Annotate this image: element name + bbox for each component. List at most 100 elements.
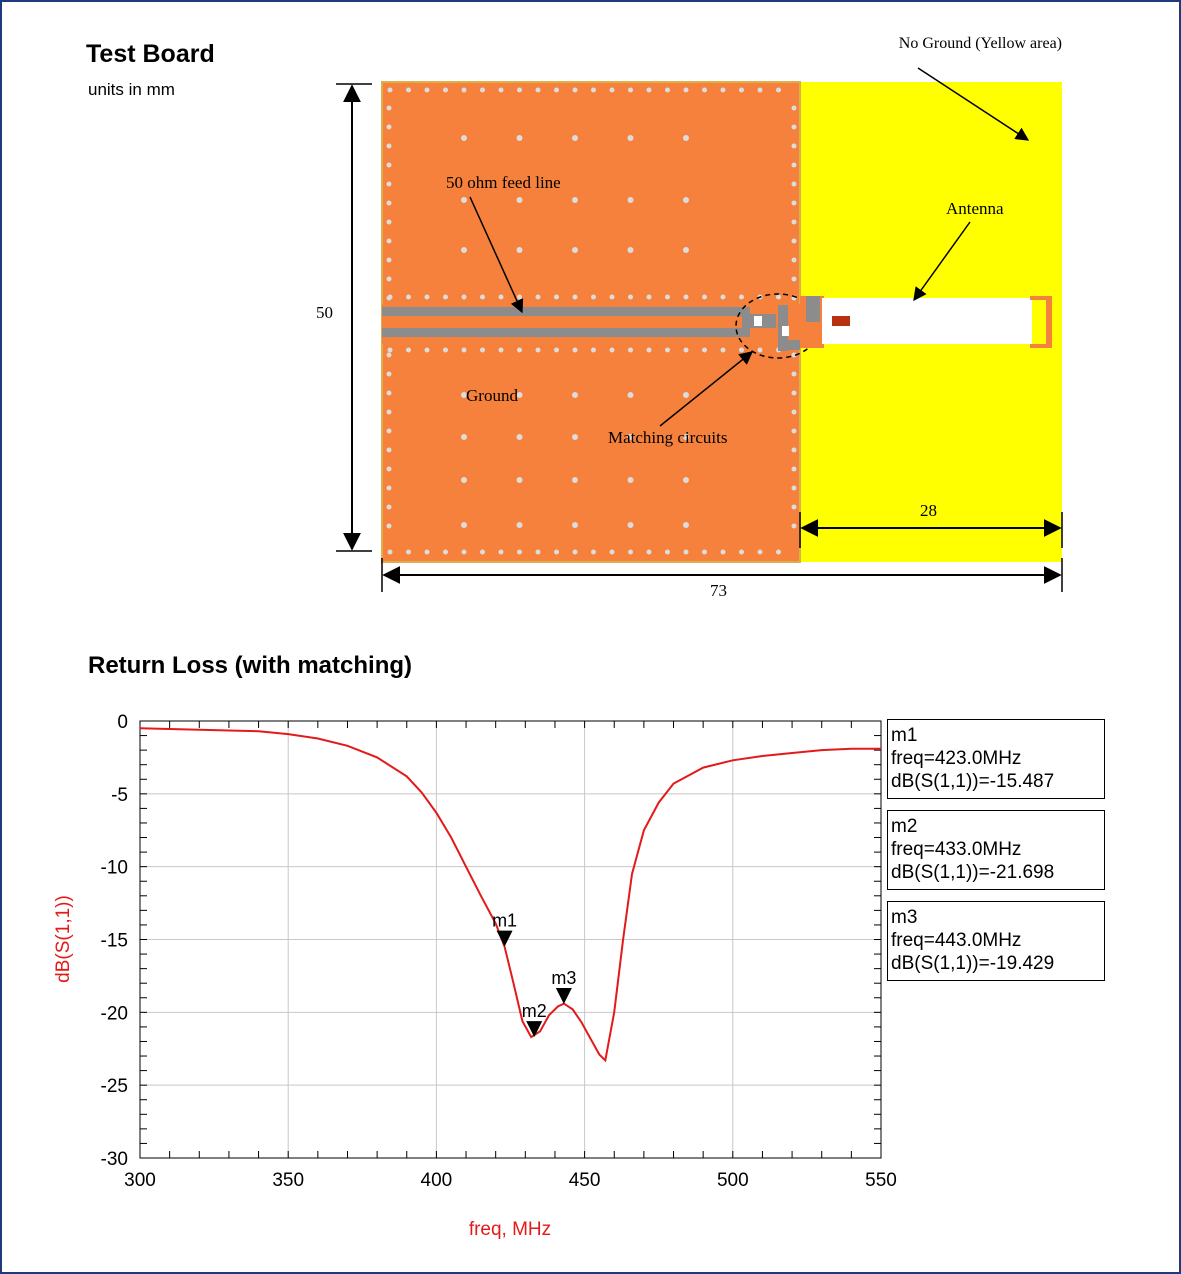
via-dot	[443, 87, 448, 93]
via-dot	[516, 135, 523, 141]
feed-line-arrow	[469, 196, 524, 314]
via-dot	[386, 257, 392, 263]
via-dot	[461, 197, 467, 203]
units-note: units in mm	[88, 80, 175, 99]
antenna-arrow	[913, 221, 971, 302]
via-dot	[386, 143, 392, 149]
via-dot	[791, 504, 797, 510]
via-dot	[646, 87, 652, 93]
via-dot	[386, 200, 392, 206]
via-dot	[665, 87, 670, 93]
via-dot	[591, 87, 596, 93]
via-dot	[386, 276, 392, 282]
via-dot	[791, 428, 797, 434]
via-dot	[702, 294, 707, 300]
matching-component-1	[754, 316, 762, 326]
marker-m2-freq: freq=433.0MHz	[891, 839, 1022, 860]
feed-line-label: 50 ohm feed line	[446, 173, 561, 192]
via-dot	[791, 200, 797, 206]
via-dot	[386, 371, 392, 377]
via-dot	[791, 143, 797, 149]
via-dot	[627, 434, 634, 440]
matching-component-2	[782, 326, 789, 336]
via-dot	[572, 549, 578, 555]
via-dot	[386, 352, 392, 358]
via-dot	[776, 549, 781, 555]
via-dot	[609, 87, 615, 93]
antenna-label: Antenna	[946, 199, 1004, 218]
via-dot	[609, 294, 615, 300]
matching-circuits-arrow	[659, 351, 754, 427]
via-dot	[461, 135, 467, 141]
via-dot	[386, 485, 392, 491]
via-dot	[646, 294, 652, 300]
via-dot	[461, 392, 467, 398]
marker-m2-value: dB(S(1,1))=-21.698	[891, 862, 1055, 883]
via-dot	[386, 390, 392, 396]
via-dot	[791, 162, 797, 168]
via-dot	[443, 549, 448, 555]
via-dot	[702, 87, 707, 93]
marker-m1-value: dB(S(1,1))=-15.487	[891, 771, 1055, 792]
antenna	[822, 298, 1032, 344]
antenna-feed-trace	[806, 296, 820, 322]
via-dot	[627, 247, 634, 253]
via-dot	[572, 522, 578, 528]
via-dot	[386, 124, 392, 130]
via-dot	[572, 135, 578, 141]
via-dot	[461, 247, 467, 253]
via-dot	[554, 87, 559, 93]
dim-73-label: 73	[710, 581, 727, 600]
via-dot	[572, 347, 578, 353]
via-dot	[627, 477, 634, 483]
via-dot	[480, 549, 485, 555]
via-dot	[627, 522, 634, 528]
via-dot	[461, 522, 467, 528]
via-dot	[720, 549, 726, 555]
via-dot	[683, 392, 689, 398]
no-ground-arrow	[917, 67, 1030, 141]
via-dot	[791, 390, 797, 396]
via-dot	[591, 549, 596, 555]
via-dot	[791, 523, 797, 529]
via-dot	[387, 347, 393, 353]
matching-trace-short	[788, 340, 800, 350]
via-dot	[386, 447, 392, 453]
via-dot	[387, 549, 393, 555]
via-dot	[461, 347, 467, 353]
via-dot	[386, 466, 392, 472]
via-dot	[572, 247, 578, 253]
via-dot	[776, 87, 781, 93]
via-dot	[498, 549, 504, 555]
via-dot	[461, 294, 467, 300]
via-dot	[535, 294, 541, 300]
via-dot	[572, 392, 578, 398]
dim-28-label: 28	[920, 501, 937, 520]
via-dot	[791, 181, 797, 187]
via-dot	[424, 294, 430, 300]
test-board-diagram: No Ground (Yellow area) 50 ohm feed line…	[316, 35, 1063, 600]
via-dot	[554, 549, 559, 555]
via-dot	[535, 549, 541, 555]
via-dot	[406, 549, 411, 555]
via-dot	[517, 87, 522, 93]
via-dot	[516, 522, 523, 528]
marker-m2-name: m2	[891, 816, 918, 837]
via-dot	[461, 477, 467, 483]
chart-title: Return Loss (with matching)	[88, 652, 412, 679]
via-dot	[517, 294, 522, 300]
via-dot	[424, 549, 430, 555]
antenna-end-top	[1030, 296, 1052, 300]
via-dot	[791, 466, 797, 472]
via-dot	[720, 87, 726, 93]
via-dot	[683, 434, 689, 440]
via-dot	[461, 87, 467, 93]
via-dot	[386, 504, 392, 510]
marker-box-m3: m3 freq=443.0MHz dB(S(1,1))=-19.429	[887, 901, 1105, 981]
via-dot	[683, 347, 689, 353]
via-dot	[646, 347, 652, 353]
via-dot	[665, 549, 670, 555]
via-dot	[535, 87, 541, 93]
feed-line-top	[382, 307, 750, 316]
no-ground-label: No Ground (Yellow area)	[899, 35, 1062, 52]
